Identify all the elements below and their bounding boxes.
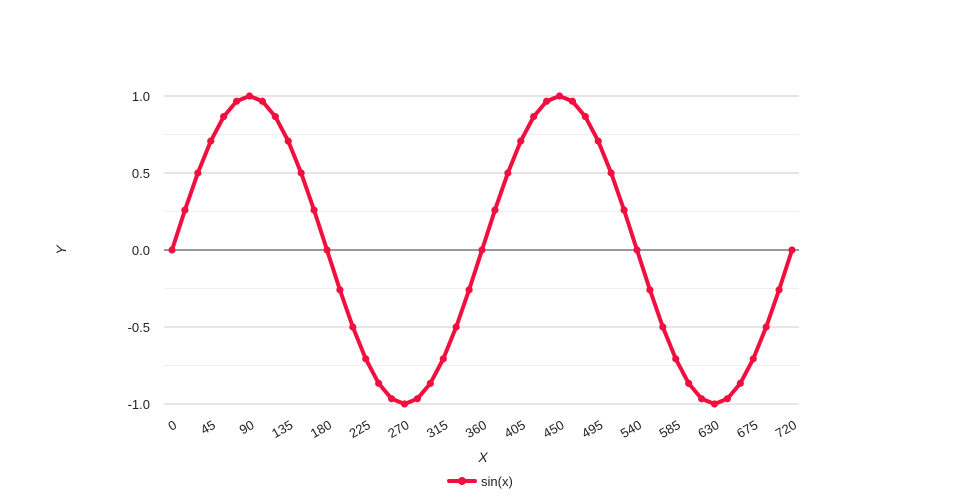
data-point[interactable] (659, 323, 667, 331)
data-point[interactable] (439, 355, 447, 363)
legend[interactable]: sin(x) (447, 474, 513, 489)
data-point[interactable] (788, 246, 796, 254)
x-tick-label: 225 (347, 417, 373, 441)
legend-label-sin: sin(x) (481, 474, 513, 489)
x-axis-title: X (477, 449, 488, 465)
data-point[interactable] (749, 355, 757, 363)
data-point[interactable] (581, 113, 589, 121)
y-tick-label: 0.0 (132, 243, 150, 258)
data-point[interactable] (168, 246, 176, 254)
x-tick-label: 360 (463, 417, 489, 441)
data-point[interactable] (323, 246, 331, 254)
x-tick-labels: 0 45 90 135 180 225 270 315 360 405 450 495 540 585 63… (165, 417, 799, 441)
data-point[interactable] (465, 286, 473, 294)
data-point[interactable] (207, 137, 215, 145)
data-point[interactable] (426, 379, 434, 387)
data-point[interactable] (710, 400, 719, 408)
data-point[interactable] (633, 246, 641, 254)
data-point[interactable] (400, 400, 409, 408)
x-tick-label: 585 (657, 417, 683, 441)
data-point[interactable] (478, 246, 486, 254)
legend-swatch-marker (458, 477, 466, 485)
gridlines (164, 95, 799, 405)
data-point[interactable] (362, 355, 370, 363)
data-point[interactable] (607, 169, 615, 177)
data-point[interactable] (530, 113, 538, 121)
series-layer (168, 92, 796, 408)
x-tick-label: 90 (237, 417, 257, 437)
data-point[interactable] (387, 395, 396, 403)
data-point[interactable] (336, 286, 344, 294)
x-tick-label: 45 (198, 417, 218, 437)
data-point[interactable] (245, 92, 254, 100)
x-tick-label: 495 (579, 417, 605, 441)
x-tick-label: 630 (695, 417, 721, 441)
x-tick-label: 135 (269, 417, 295, 441)
data-point[interactable] (491, 206, 499, 214)
data-point[interactable] (504, 169, 512, 177)
data-point[interactable] (672, 355, 680, 363)
data-point[interactable] (258, 97, 267, 105)
data-point[interactable] (271, 113, 279, 121)
data-point[interactable] (194, 169, 202, 177)
data-point[interactable] (697, 395, 706, 403)
data-point[interactable] (181, 206, 189, 214)
data-point[interactable] (517, 137, 525, 145)
data-point[interactable] (413, 395, 422, 403)
x-tick-label: 0 (165, 417, 179, 434)
x-tick-label: 720 (773, 417, 799, 441)
data-point[interactable] (452, 323, 460, 331)
x-tick-label: 270 (385, 417, 411, 441)
data-point[interactable] (736, 379, 744, 387)
y-tick-label: -1.0 (128, 397, 150, 412)
data-point[interactable] (620, 206, 628, 214)
data-point[interactable] (568, 97, 577, 105)
data-point[interactable] (284, 137, 292, 145)
x-tick-label: 315 (424, 417, 450, 441)
data-point[interactable] (555, 92, 564, 100)
x-tick-label: 675 (734, 417, 760, 441)
y-axis-title: Y (53, 244, 69, 255)
x-tick-label: 180 (308, 417, 334, 441)
data-point[interactable] (220, 113, 228, 121)
y-tick-labels: 1.0 0.5 0.0 -0.5 -1.0 (128, 89, 150, 412)
y-tick-label: 0.5 (132, 166, 150, 181)
data-point[interactable] (375, 379, 383, 387)
data-point[interactable] (232, 97, 241, 105)
x-tick-label: 540 (618, 417, 644, 441)
x-tick-label: 405 (502, 417, 528, 441)
data-point[interactable] (775, 286, 783, 294)
y-tick-label: -0.5 (128, 320, 150, 335)
data-point[interactable] (762, 323, 770, 331)
data-point[interactable] (723, 395, 732, 403)
y-tick-label: 1.0 (132, 89, 150, 104)
data-point[interactable] (310, 206, 318, 214)
x-tick-label: 450 (540, 417, 566, 441)
data-point[interactable] (594, 137, 602, 145)
data-point[interactable] (297, 169, 305, 177)
data-point[interactable] (542, 97, 551, 105)
data-point[interactable] (646, 286, 654, 294)
data-point[interactable] (349, 323, 357, 331)
data-point[interactable] (685, 379, 693, 387)
